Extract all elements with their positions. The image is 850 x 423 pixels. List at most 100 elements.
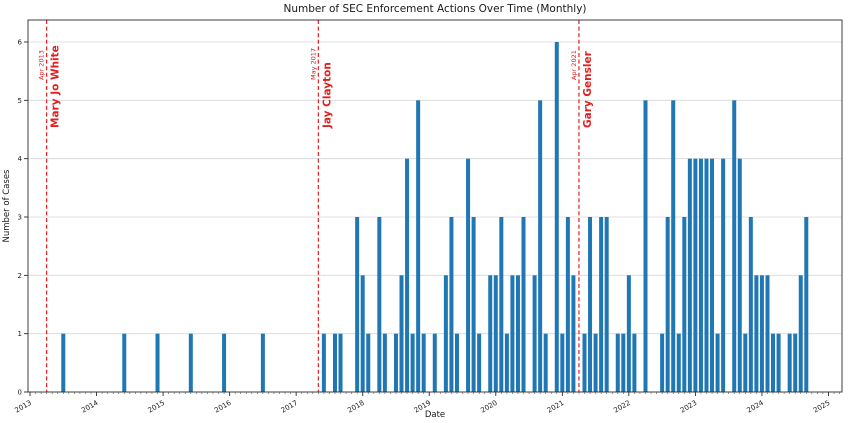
- bar-2016-07: [260, 333, 265, 392]
- x-tick-label-2015: 2015: [147, 399, 166, 415]
- bar-2019-10: [477, 333, 482, 392]
- y-tick-label-6: 6: [18, 39, 23, 47]
- bar-2024-02: [765, 275, 770, 392]
- y-axis-ticks: 0 1 2 3 4 5 6: [18, 39, 28, 397]
- bar-2018-08: [399, 275, 404, 392]
- y-tick-label-1: 1: [18, 330, 22, 338]
- bar-2015-06: [188, 333, 193, 392]
- bar-2017-12: [355, 217, 360, 392]
- x-tick-label-2024: 2024: [746, 399, 766, 415]
- event-name-label: Jay Clayton: [321, 62, 333, 129]
- bar-2021-06: [588, 217, 593, 392]
- bar-2017-09: [338, 333, 343, 392]
- event-name-label: Mary Jo White: [50, 45, 62, 128]
- bar-2018-11: [416, 100, 421, 392]
- x-tick-label-2020: 2020: [479, 399, 498, 415]
- bar-2021-05: [582, 333, 587, 392]
- x-tick-label-2022: 2022: [612, 399, 631, 415]
- event-date-label: Apr 2013: [38, 50, 46, 80]
- bar-2020-09: [538, 100, 543, 392]
- chart-title: Number of SEC Enforcement Actions Over T…: [283, 3, 586, 15]
- x-tick-label-2021: 2021: [546, 399, 565, 415]
- event-annotations: Apr 2013 Mary Jo White May 2017 Jay Clayton…: [38, 20, 594, 392]
- bar-2024-07: [793, 333, 798, 392]
- bar-2023-01: [693, 158, 698, 392]
- bar-2019-09: [471, 217, 476, 392]
- bar-2023-03: [704, 158, 709, 392]
- bar-2022-01: [626, 275, 631, 392]
- bar-2023-09: [737, 158, 742, 392]
- bar-2018-10: [410, 333, 415, 392]
- bar-2020-03: [504, 333, 509, 392]
- bar-2019-12: [488, 275, 493, 392]
- bar-2020-06: [521, 217, 526, 392]
- bar-2021-01: [560, 333, 565, 392]
- bar-2020-04: [510, 275, 515, 392]
- bar-2021-07: [593, 333, 598, 392]
- y-tick-label-5: 5: [18, 97, 22, 105]
- bar-2018-01: [360, 275, 365, 392]
- bar-2021-11: [615, 333, 620, 392]
- bar-2021-12: [621, 333, 626, 392]
- bar-2018-04: [377, 217, 382, 392]
- bar-2020-02: [499, 217, 504, 392]
- bar-2021-02: [565, 217, 570, 392]
- bars: [61, 42, 809, 392]
- bar-2018-07: [393, 333, 398, 392]
- bar-2014-12: [155, 333, 160, 392]
- bar-2020-12: [554, 42, 559, 392]
- bar-2015-12: [222, 333, 227, 392]
- x-tick-label-2016: 2016: [213, 399, 233, 415]
- bar-2021-08: [599, 217, 604, 392]
- y-axis-label: Number of Cases: [2, 169, 12, 243]
- bar-2022-02: [632, 333, 637, 392]
- bar-2022-12: [687, 158, 692, 392]
- bar-2022-11: [682, 217, 687, 392]
- y-tick-label-4: 4: [18, 155, 23, 163]
- bar-2023-08: [732, 100, 737, 392]
- bar-2018-09: [405, 158, 410, 392]
- bar-2023-02: [698, 158, 703, 392]
- bar-2020-05: [515, 275, 520, 392]
- bar-2024-03: [771, 333, 776, 392]
- bar-2024-06: [787, 333, 792, 392]
- bar-2023-11: [748, 217, 753, 392]
- bar-2024-08: [798, 275, 803, 392]
- event-name-label: Gary Gensler: [582, 50, 594, 128]
- bar-2020-10: [543, 333, 548, 392]
- bar-2018-02: [366, 333, 371, 392]
- bar-2014-06: [122, 333, 127, 392]
- bar-2023-12: [754, 275, 759, 392]
- bar-2022-08: [665, 217, 670, 392]
- bar-2022-09: [671, 100, 676, 392]
- bar-2023-04: [710, 158, 715, 392]
- x-tick-label-2023: 2023: [679, 399, 698, 415]
- y-tick-label-3: 3: [18, 214, 22, 222]
- bar-2021-09: [604, 217, 609, 392]
- y-tick-label-0: 0: [18, 389, 22, 397]
- x-tick-label-2018: 2018: [346, 399, 365, 415]
- event-date-label: Apr 2021: [570, 50, 578, 80]
- x-tick-label-2017: 2017: [280, 399, 299, 415]
- x-tick-label-2013: 2013: [14, 399, 33, 415]
- gridlines: [28, 41, 842, 335]
- bar-2020-08: [532, 275, 537, 392]
- event-date-label: May 2017: [309, 48, 317, 80]
- bar-2023-06: [721, 158, 726, 392]
- bar-2024-09: [804, 217, 809, 392]
- bar-2023-05: [715, 333, 720, 392]
- x-tick-label-2025: 2025: [812, 399, 831, 415]
- bar-2020-01: [493, 275, 498, 392]
- bar-2023-10: [743, 333, 748, 392]
- bar-2019-08: [466, 158, 471, 392]
- bar-2013-07: [61, 333, 66, 392]
- bar-2018-05: [382, 333, 387, 392]
- y-tick-label-2: 2: [18, 272, 22, 280]
- bar-2019-05: [449, 217, 454, 392]
- x-axis-label: Date: [425, 410, 445, 420]
- bar-2017-08: [332, 333, 337, 392]
- x-tick-label-2014: 2014: [80, 399, 100, 415]
- bar-2022-07: [660, 333, 665, 392]
